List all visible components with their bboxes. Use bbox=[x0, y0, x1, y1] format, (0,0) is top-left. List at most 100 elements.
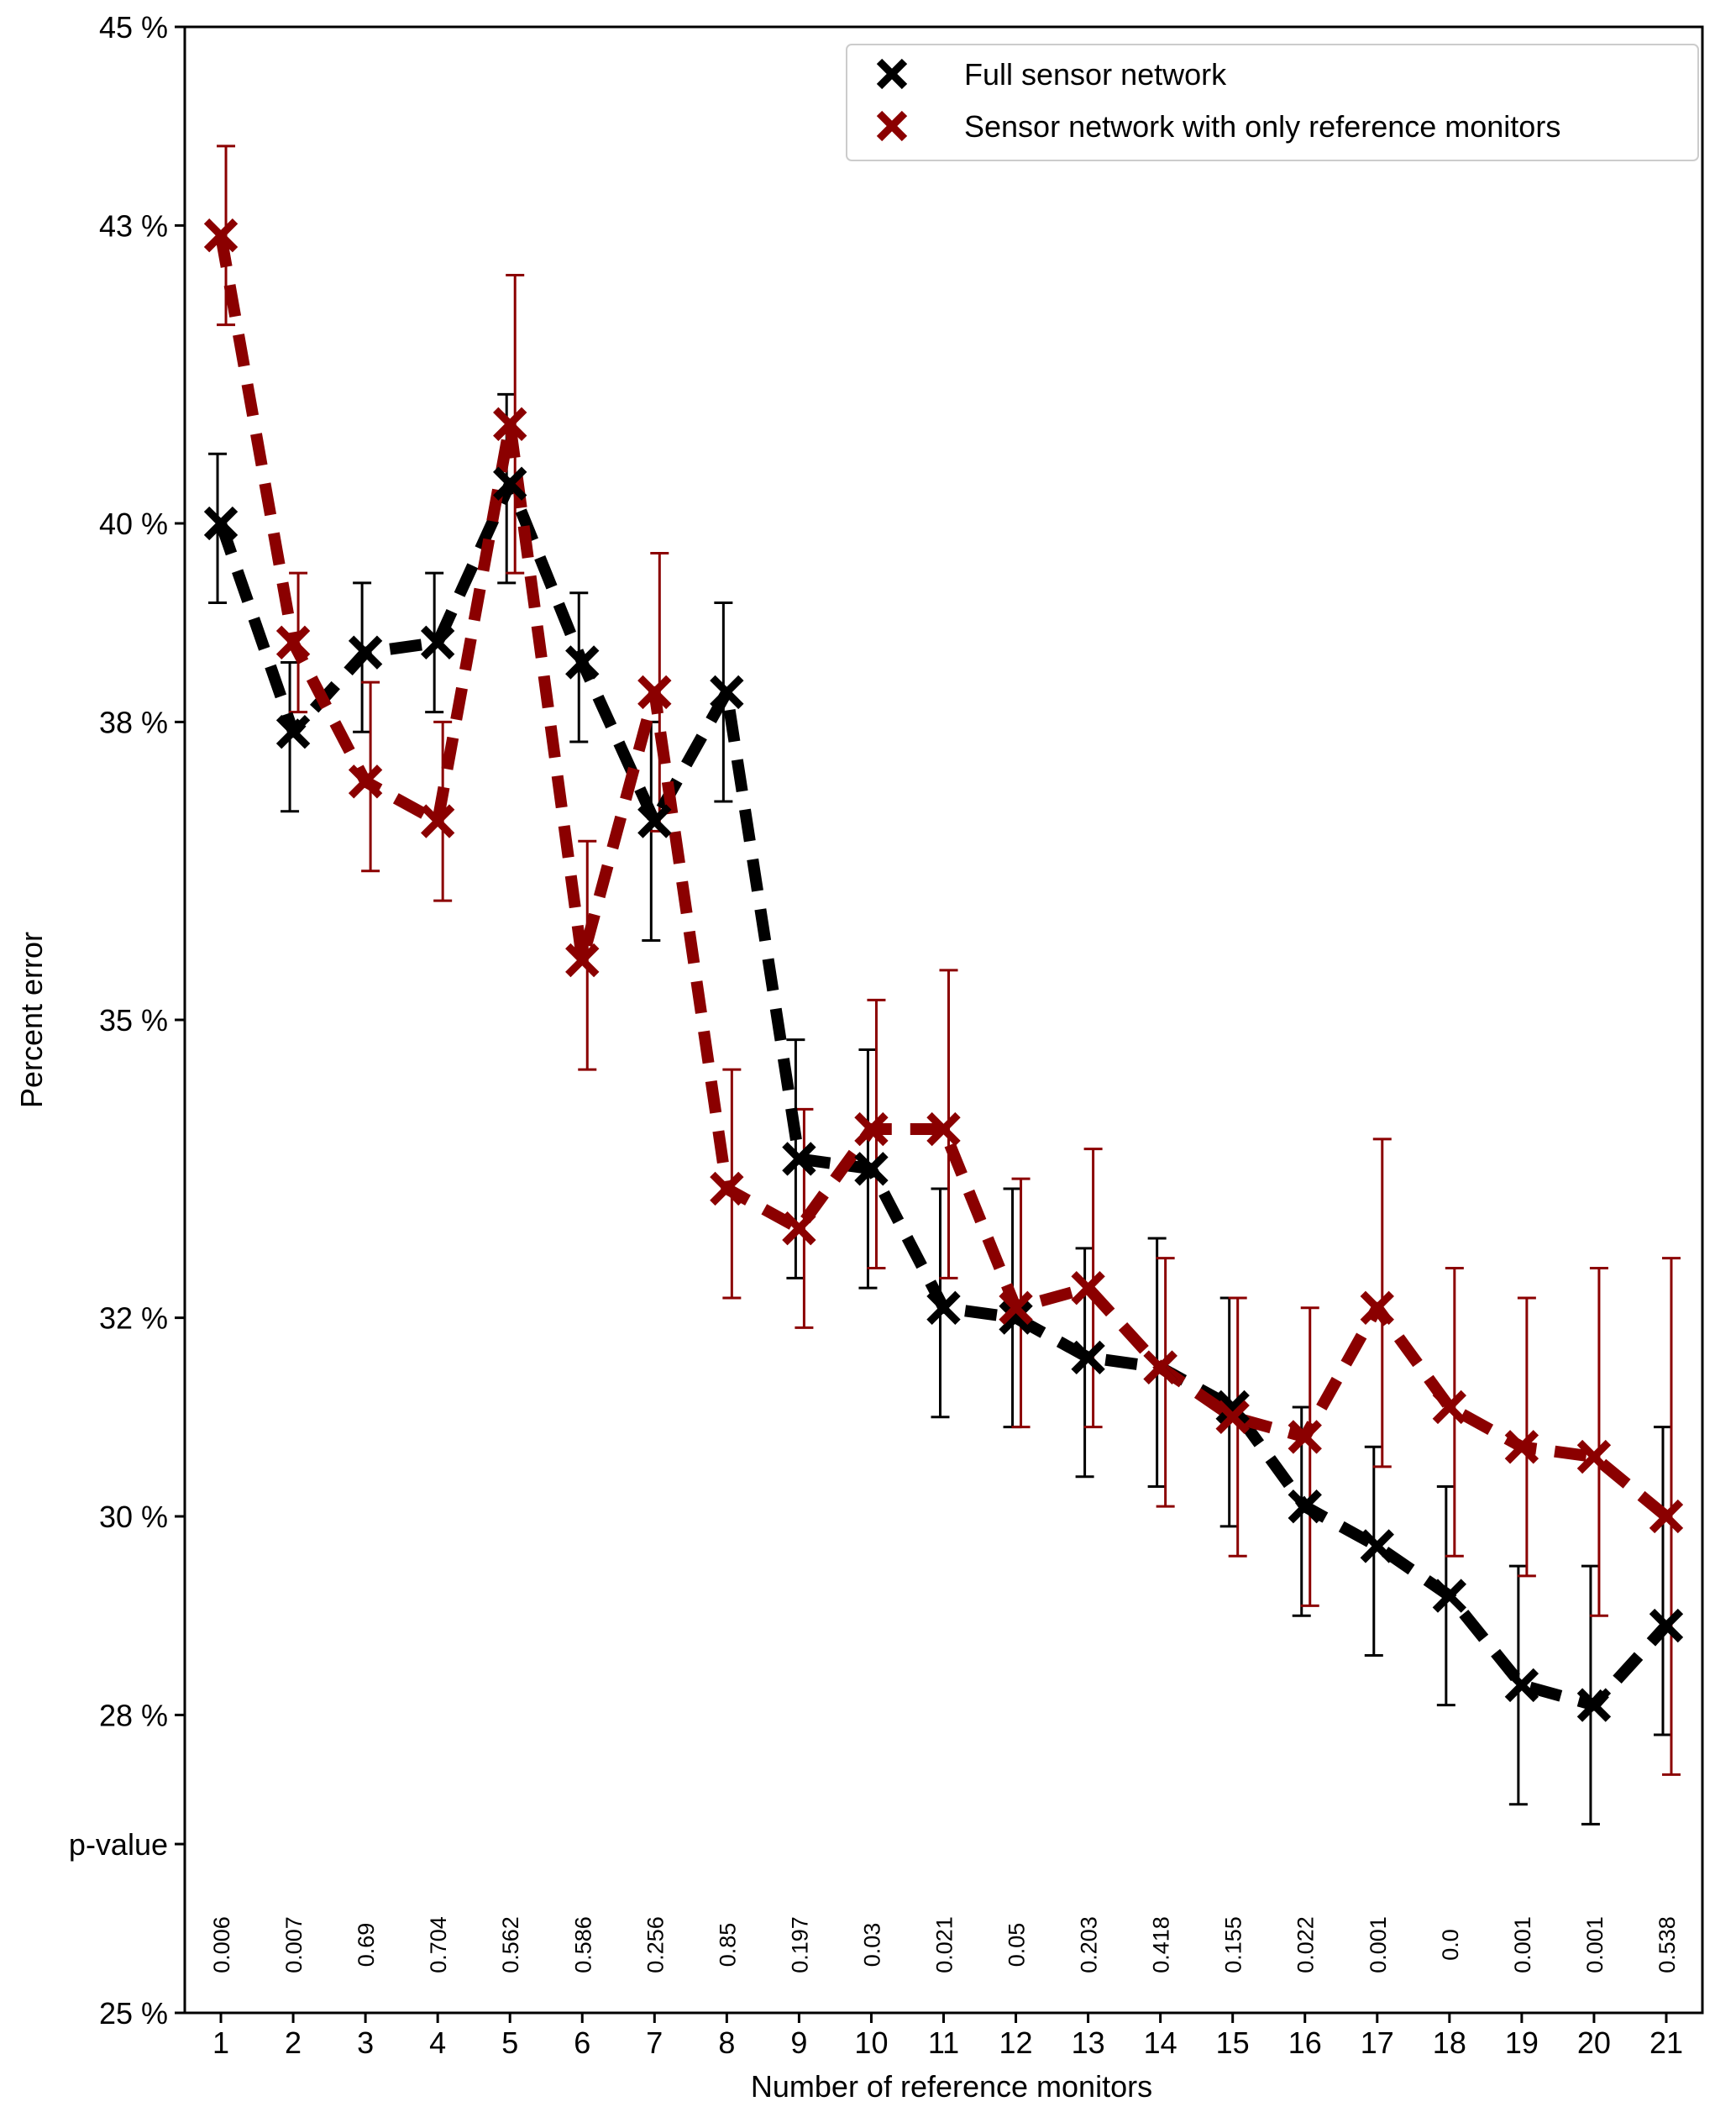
x-tick-label: 17 bbox=[1361, 2025, 1394, 2060]
data-point-marker bbox=[493, 466, 527, 501]
x-tick-label: 12 bbox=[999, 2025, 1033, 2060]
p-value-label: 0.021 bbox=[932, 1916, 957, 1973]
x-tick-label: 9 bbox=[790, 2025, 807, 2060]
p-value-label: 0.256 bbox=[642, 1916, 668, 1973]
data-point-marker bbox=[926, 1290, 961, 1325]
p-value-label: 0.197 bbox=[787, 1916, 812, 1973]
x-tick-label: 6 bbox=[574, 2025, 590, 2060]
data-point-marker bbox=[710, 1171, 744, 1206]
data-point-marker bbox=[1071, 1270, 1105, 1306]
x-tick-label: 18 bbox=[1433, 2025, 1466, 2060]
data-point-marker bbox=[1504, 1430, 1539, 1464]
series-markers bbox=[203, 218, 1684, 1722]
x-tick-label: 8 bbox=[718, 2025, 735, 2060]
data-point-marker bbox=[1360, 1529, 1394, 1563]
legend-box bbox=[846, 44, 1699, 161]
x-tick-label: 3 bbox=[357, 2025, 374, 2060]
p-value-label: 0.586 bbox=[570, 1916, 595, 1973]
y-tick-label: 45 % bbox=[99, 10, 168, 45]
data-point-marker bbox=[203, 218, 239, 253]
x-tick-label: 2 bbox=[285, 2025, 302, 2060]
data-point-marker bbox=[1576, 1688, 1612, 1722]
p-value-label: 0.203 bbox=[1077, 1916, 1102, 1973]
data-point-marker bbox=[854, 1111, 889, 1147]
data-point-marker bbox=[1288, 1489, 1322, 1524]
p-value-label: 0.562 bbox=[498, 1916, 523, 1973]
legend: Full sensor network Sensor network with o… bbox=[846, 44, 1699, 161]
data-point-marker bbox=[420, 625, 455, 660]
x-tick-label: 10 bbox=[854, 2025, 888, 2060]
data-point-marker bbox=[565, 645, 600, 680]
data-point-marker bbox=[637, 675, 672, 710]
legend-label: Full sensor network bbox=[964, 57, 1227, 92]
p-value-labels: 0.006 0.007 0.69 0.704 0.562 0.586 0.256 0.85 0.… bbox=[209, 1916, 1680, 1973]
p-value-label: 0.03 bbox=[859, 1923, 884, 1968]
p-value-label: 0.69 bbox=[354, 1923, 379, 1968]
p-value-label: 0.001 bbox=[1510, 1916, 1535, 1973]
data-point-marker bbox=[493, 407, 527, 441]
y-tick-label: 32 % bbox=[99, 1301, 168, 1336]
legend-marker bbox=[876, 110, 908, 142]
y-tick-label: 35 % bbox=[99, 1003, 168, 1038]
y-axis: 45 % 43 % 40 % 38 % 35 % 32 % 30 % 28 % p-value 2… bbox=[69, 10, 185, 2031]
data-point-marker bbox=[710, 675, 744, 710]
y-tick-label: 28 % bbox=[99, 1698, 168, 1732]
x-tick-label: 15 bbox=[1216, 2025, 1250, 2060]
data-point-marker bbox=[203, 506, 239, 541]
data-point-marker bbox=[1215, 1390, 1250, 1425]
y-axis-label: Percent error bbox=[14, 932, 49, 1108]
data-point-marker bbox=[1215, 1400, 1250, 1434]
x-tick-label: 16 bbox=[1288, 2025, 1322, 2060]
data-point-marker bbox=[1504, 1668, 1539, 1703]
data-point-marker bbox=[926, 1111, 961, 1147]
y-tick-label: p-value bbox=[69, 1827, 168, 1862]
data-point-marker bbox=[275, 625, 311, 660]
p-value-label: 0.001 bbox=[1366, 1916, 1391, 1973]
x-axis-label: Number of reference monitors bbox=[751, 2069, 1152, 2104]
data-point-marker bbox=[275, 715, 311, 749]
x-tick-label: 1 bbox=[212, 2025, 229, 2060]
data-point-marker bbox=[348, 764, 383, 799]
p-value-label: 0.001 bbox=[1582, 1916, 1608, 1973]
data-point-marker bbox=[782, 1142, 816, 1176]
data-point-marker bbox=[1360, 1290, 1394, 1325]
x-tick-label: 20 bbox=[1577, 2025, 1611, 2060]
p-value-label: 0.155 bbox=[1221, 1916, 1246, 1973]
data-point-marker bbox=[1649, 1608, 1684, 1643]
x-axis: 1 2 3 4 5 6 7 8 9 10 11 12 13 14 15 16 17 18 19 20 21 bbox=[212, 2013, 1683, 2060]
plot-area bbox=[183, 25, 1704, 2015]
data-point-marker bbox=[782, 1211, 816, 1246]
x-tick-label: 7 bbox=[646, 2025, 663, 2060]
data-point-marker bbox=[1432, 1579, 1467, 1613]
y-tick-label: 40 % bbox=[99, 507, 168, 541]
p-value-label: 0.006 bbox=[209, 1916, 234, 1973]
data-point-marker bbox=[1432, 1390, 1467, 1425]
legend-marker bbox=[876, 58, 908, 90]
data-point-marker bbox=[348, 635, 383, 670]
x-tick-label: 19 bbox=[1505, 2025, 1539, 2060]
y-tick-label: 38 % bbox=[99, 705, 168, 739]
series-line bbox=[215, 234, 1670, 1521]
x-tick-label: 11 bbox=[928, 2025, 959, 2060]
y-tick-label: 25 % bbox=[99, 1996, 168, 2031]
x-tick-label: 5 bbox=[501, 2025, 518, 2060]
p-value-label: 0.007 bbox=[281, 1916, 307, 1973]
x-tick-label: 4 bbox=[429, 2025, 446, 2060]
data-point-marker bbox=[1288, 1420, 1322, 1454]
data-point-marker bbox=[637, 804, 672, 838]
data-point-marker bbox=[999, 1290, 1033, 1325]
data-point-marker bbox=[565, 943, 600, 978]
p-value-label: 0.418 bbox=[1149, 1916, 1174, 1973]
data-point-marker bbox=[999, 1300, 1033, 1335]
x-tick-label: 13 bbox=[1072, 2025, 1105, 2060]
p-value-label: 0.704 bbox=[426, 1916, 451, 1973]
data-point-marker bbox=[1576, 1439, 1612, 1474]
x-tick-label: 21 bbox=[1649, 2025, 1683, 2060]
data-point-marker bbox=[1143, 1350, 1177, 1384]
data-point-marker bbox=[420, 804, 455, 838]
data-point-marker bbox=[854, 1152, 889, 1186]
x-tick-label: 14 bbox=[1144, 2025, 1177, 2060]
data-point-marker bbox=[1649, 1499, 1684, 1534]
y-tick-label: 43 % bbox=[99, 208, 168, 243]
